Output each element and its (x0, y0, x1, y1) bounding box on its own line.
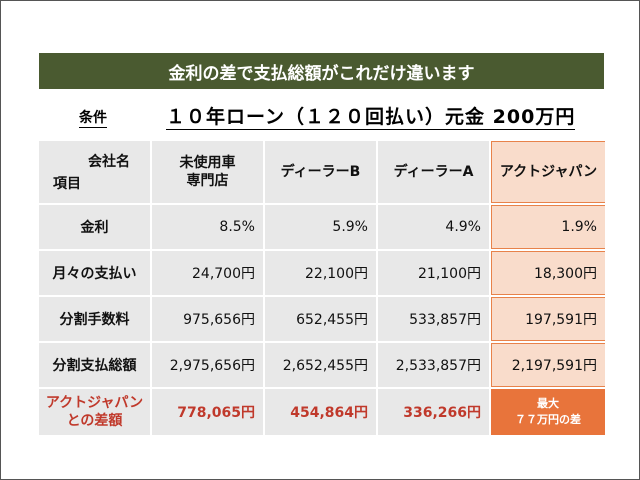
table-cell: 5.9% (265, 205, 378, 249)
table-cell: 4.9% (378, 205, 491, 249)
difference-label-line: との差額 (66, 413, 123, 429)
max-difference-line: ７７万円の差 (515, 413, 581, 426)
headline-banner: 金利の差で支払総額がこれだけ違います (39, 53, 604, 89)
table-cell-highlight: 197,591円 (491, 297, 605, 341)
max-difference-line: 最大 (537, 397, 559, 410)
row-header-difference: アクトジャパン との差額 (39, 389, 152, 435)
table-cell: 975,656円 (152, 297, 265, 341)
table-cell-highlight: 18,300円 (491, 251, 605, 295)
corner-company-label: 会社名 (88, 154, 130, 170)
table-cell-highlight: 1.9% (491, 205, 605, 249)
condition-label: 条件 (79, 110, 107, 128)
row-header-interest-rate: 金利 (39, 205, 152, 249)
condition-text: １０年ローン（１２０回払い）元金 200万円 (166, 106, 576, 130)
table-cell: 2,652,455円 (265, 343, 378, 387)
corner-item-label: 項目 (53, 176, 81, 192)
difference-cell: 778,065円 (152, 389, 265, 435)
table-cell-highlight: 2,197,591円 (491, 343, 605, 387)
difference-cell: 454,864円 (265, 389, 378, 435)
row-header-total-payment: 分割支払総額 (39, 343, 152, 387)
max-difference-badge: 最大 ７７万円の差 (491, 389, 605, 435)
table-cell: 2,975,656円 (152, 343, 265, 387)
column-header-unused-car-shop: 未使用車 専門店 (152, 141, 265, 203)
column-header-line: 未使用車 (179, 155, 236, 171)
table-cell: 21,100円 (378, 251, 491, 295)
table-cell: 652,455円 (265, 297, 378, 341)
difference-label-line: アクトジャパン (45, 395, 144, 411)
column-header-act-japan: アクトジャパン (491, 141, 605, 203)
loan-comparison-table: 会社名 項目 未使用車 専門店 ディーラーB ディーラーA アクトジャパン 金利… (39, 141, 605, 435)
table-cell: 2,533,857円 (378, 343, 491, 387)
table-cell: 22,100円 (265, 251, 378, 295)
column-header-dealer-a: ディーラーA (378, 141, 491, 203)
table-cell: 8.5% (152, 205, 265, 249)
row-header-monthly-payment: 月々の支払い (39, 251, 152, 295)
difference-cell: 336,266円 (378, 389, 491, 435)
row-header-installment-fee: 分割手数料 (39, 297, 152, 341)
column-header-dealer-b: ディーラーB (265, 141, 378, 203)
table-corner: 会社名 項目 (39, 141, 152, 203)
table-cell: 24,700円 (152, 251, 265, 295)
column-header-line: 専門店 (186, 173, 229, 189)
table-cell: 533,857円 (378, 297, 491, 341)
